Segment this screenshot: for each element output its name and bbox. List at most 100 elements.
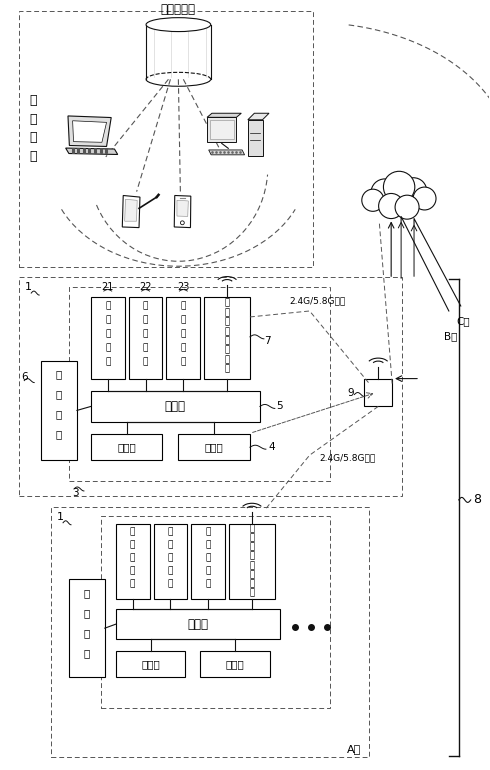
Circle shape [395, 195, 419, 219]
Text: 湿: 湿 [143, 302, 148, 310]
Circle shape [413, 187, 436, 210]
Text: 人: 人 [84, 588, 90, 598]
Text: 机: 机 [56, 390, 62, 400]
Bar [116, 609, 280, 639]
Bar [200, 651, 270, 677]
Bar [91, 390, 260, 423]
Text: 感: 感 [181, 343, 186, 352]
Text: 线: 线 [224, 308, 230, 317]
Text: 3: 3 [73, 488, 79, 498]
Text: 器: 器 [105, 357, 110, 367]
Polygon shape [209, 150, 245, 155]
Text: 传: 传 [168, 553, 173, 562]
Text: 器: 器 [130, 579, 135, 588]
Text: 发: 发 [224, 346, 230, 355]
Text: 感: 感 [143, 343, 148, 352]
Bar [153, 524, 187, 599]
Bar [229, 524, 275, 599]
Text: 据: 据 [249, 551, 254, 561]
Text: 台: 台 [29, 150, 37, 163]
Text: 感: 感 [205, 566, 211, 575]
Text: 数: 数 [224, 317, 230, 326]
Polygon shape [124, 199, 137, 221]
Text: 器: 器 [168, 579, 173, 588]
Text: 感: 感 [168, 566, 173, 575]
Text: 除湿器: 除湿器 [205, 442, 223, 452]
Bar [91, 297, 124, 379]
Circle shape [400, 178, 427, 204]
Text: 控制器: 控制器 [187, 618, 208, 631]
Text: 面: 面 [56, 430, 62, 439]
Bar [101, 516, 329, 708]
Text: 人: 人 [56, 370, 62, 380]
Text: 收: 收 [224, 336, 230, 345]
Text: 后: 后 [29, 132, 37, 145]
Text: 2.4G/5.8G无线: 2.4G/5.8G无线 [319, 454, 376, 463]
Bar [116, 651, 185, 677]
Text: 模: 模 [249, 579, 254, 588]
Polygon shape [248, 113, 269, 120]
Polygon shape [122, 196, 140, 228]
Text: 监: 监 [29, 94, 37, 107]
Circle shape [180, 221, 184, 225]
Text: 控: 控 [29, 112, 37, 126]
Text: 界: 界 [84, 628, 90, 638]
Polygon shape [248, 120, 263, 156]
Text: 23: 23 [177, 282, 190, 292]
Text: 温: 温 [130, 527, 135, 536]
Text: 传: 传 [105, 330, 110, 338]
Text: 收: 收 [249, 561, 254, 570]
Bar [19, 11, 313, 267]
Bar [69, 580, 105, 677]
Text: 界: 界 [56, 410, 62, 420]
Bar [204, 297, 250, 379]
Text: 度: 度 [105, 316, 110, 324]
Polygon shape [66, 148, 118, 155]
Text: 21: 21 [101, 282, 114, 292]
Bar [116, 524, 149, 599]
Bar [167, 297, 200, 379]
Text: 9: 9 [347, 387, 354, 397]
Text: 器: 器 [181, 357, 186, 367]
Bar [191, 524, 225, 599]
Text: 据: 据 [224, 326, 230, 336]
Text: 8: 8 [473, 494, 481, 507]
Polygon shape [207, 113, 241, 117]
Bar [41, 360, 77, 460]
Text: 水: 水 [181, 302, 186, 310]
Text: 发: 发 [249, 570, 254, 579]
Text: 5: 5 [276, 401, 283, 411]
Text: 加热器: 加热器 [117, 442, 136, 452]
Bar [357, 165, 441, 226]
Text: 块: 块 [224, 365, 230, 373]
Polygon shape [177, 200, 188, 216]
Circle shape [362, 189, 384, 211]
Text: 度: 度 [143, 316, 148, 324]
Text: 机: 机 [84, 608, 90, 618]
Polygon shape [174, 196, 191, 228]
Text: 6: 6 [21, 372, 27, 382]
Text: 传: 传 [143, 330, 148, 338]
Text: 1: 1 [56, 512, 64, 522]
Text: 2.4G/5.8G无线: 2.4G/5.8G无线 [290, 296, 346, 306]
Ellipse shape [146, 18, 211, 32]
Text: 无: 无 [224, 299, 230, 307]
Text: 感: 感 [105, 343, 110, 352]
Bar [365, 379, 392, 407]
Text: 云端数据库: 云端数据库 [161, 3, 196, 16]
Text: 度: 度 [130, 540, 135, 549]
Text: 传: 传 [130, 553, 135, 562]
Text: 浸: 浸 [181, 316, 186, 324]
Text: 传: 传 [181, 330, 186, 338]
Text: 线: 线 [249, 534, 254, 542]
Text: 感: 感 [130, 566, 135, 575]
Text: 水: 水 [205, 527, 211, 536]
Text: 模: 模 [224, 355, 230, 364]
Polygon shape [68, 116, 111, 146]
Circle shape [384, 171, 415, 203]
Text: 4: 4 [269, 442, 275, 452]
Text: Internet: Internet [369, 190, 419, 203]
Text: 22: 22 [139, 282, 152, 292]
Text: 块: 块 [249, 588, 254, 598]
Text: 除湿器: 除湿器 [226, 659, 245, 669]
